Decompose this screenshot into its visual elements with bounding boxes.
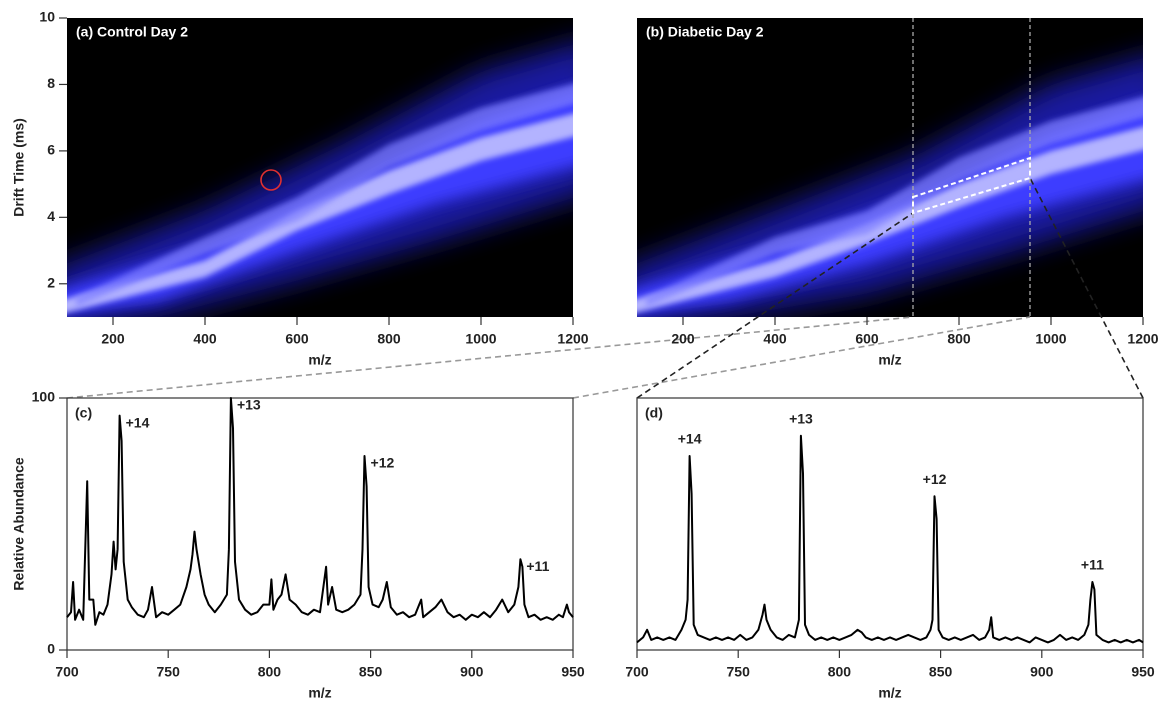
spectrum-line xyxy=(636,434,1144,644)
y-tick-label: 2 xyxy=(47,274,55,290)
peak-label: +11 xyxy=(1081,557,1104,573)
x-tick-label: 600 xyxy=(855,331,879,347)
y-tick-label: 6 xyxy=(47,142,55,158)
heatmap-image xyxy=(637,18,1143,317)
x-tick-label: 900 xyxy=(1030,664,1054,680)
x-tick-label: 800 xyxy=(377,331,401,347)
y-tick-label: 100 xyxy=(32,389,56,405)
panel-title: (c) xyxy=(75,405,92,421)
connector xyxy=(1029,177,1144,399)
peak-label: +14 xyxy=(678,431,702,447)
x-tick-label: 850 xyxy=(929,664,953,680)
plot-frame xyxy=(636,397,1144,651)
selection-box xyxy=(912,156,1031,215)
spectrum-line xyxy=(66,397,574,626)
x-tick-label: 400 xyxy=(763,331,787,347)
peak-label: +11 xyxy=(526,558,549,574)
x-axis-label: m/z xyxy=(878,352,901,368)
x-tick-label: 200 xyxy=(101,331,125,347)
panel-title: (d) xyxy=(645,405,663,421)
y-tick-label: 10 xyxy=(39,9,55,25)
background-layer xyxy=(67,18,1143,317)
y-tick-label: 8 xyxy=(47,75,55,91)
y-axis-label: Relative Abundance xyxy=(11,457,27,591)
highlight-circle xyxy=(260,169,282,191)
connector xyxy=(66,316,914,399)
y-tick-label: 0 xyxy=(47,641,55,657)
peak-label: +12 xyxy=(923,471,947,487)
x-tick-label: 750 xyxy=(727,664,751,680)
x-tick-label: 750 xyxy=(157,664,181,680)
x-axis-label: m/z xyxy=(308,352,331,368)
x-tick-label: 1000 xyxy=(465,331,496,347)
x-tick-label: 700 xyxy=(55,664,79,680)
overlay xyxy=(260,18,1031,317)
x-tick-label: 1200 xyxy=(557,331,588,347)
x-tick-label: 700 xyxy=(625,664,649,680)
x-axis-label: m/z xyxy=(878,685,901,701)
peak-label: +13 xyxy=(789,411,813,427)
connector xyxy=(572,316,1031,399)
zoom-connectors xyxy=(66,177,1144,399)
y-axis-label: Drift Time (ms) xyxy=(11,118,27,217)
x-tick-label: 800 xyxy=(258,664,282,680)
heatmap-image xyxy=(67,18,573,317)
y-tick-label: 4 xyxy=(47,208,55,224)
panel-title: (b) Diabetic Day 2 xyxy=(646,24,764,40)
x-tick-label: 950 xyxy=(561,664,585,680)
x-tick-label: 1200 xyxy=(1127,331,1158,347)
x-tick-label: 850 xyxy=(359,664,383,680)
heatmap-ridge xyxy=(67,113,573,313)
peak-label: +14 xyxy=(126,414,150,430)
plot-frame xyxy=(66,397,574,651)
x-tick-label: 900 xyxy=(460,664,484,680)
x-tick-label: 950 xyxy=(1131,664,1155,680)
x-axis-label: m/z xyxy=(308,685,331,701)
x-tick-label: 400 xyxy=(193,331,217,347)
connector xyxy=(636,212,914,399)
x-tick-label: 1000 xyxy=(1035,331,1066,347)
panel-title: (a) Control Day 2 xyxy=(76,24,188,40)
x-tick-label: 600 xyxy=(285,331,309,347)
heatmap-ridge xyxy=(646,97,1143,307)
x-tick-label: 800 xyxy=(947,331,971,347)
peak-label: +13 xyxy=(237,397,261,413)
heatmap-ridge xyxy=(76,83,573,307)
peak-label: +12 xyxy=(371,455,395,471)
x-tick-label: 800 xyxy=(828,664,852,680)
x-tick-label: 200 xyxy=(671,331,695,347)
